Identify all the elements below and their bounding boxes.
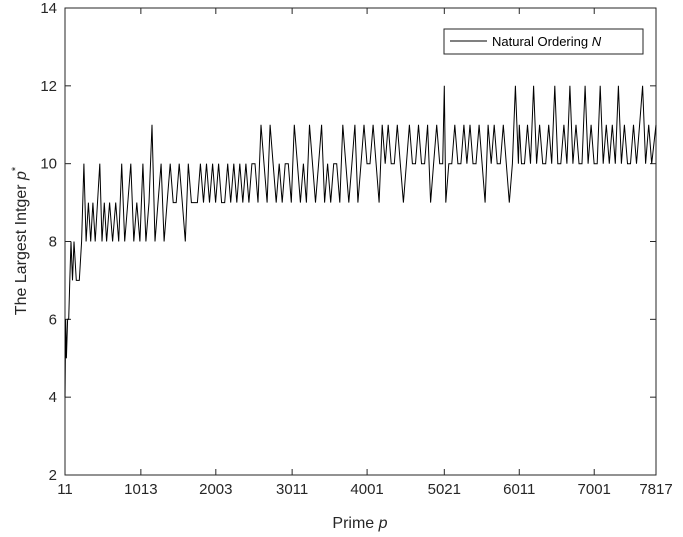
x-axis-ticks: 11 1013 2003 3011 4001 5021 6011 7001 7817 (57, 8, 673, 498)
y-axis-ticks: 2 4 6 8 10 12 14 (40, 0, 656, 484)
y-tick-label: 6 (49, 311, 57, 328)
x-tick-label: 6011 (503, 481, 535, 498)
x-tick-label: 1013 (124, 481, 157, 498)
y-axis-title-var: p (13, 171, 30, 181)
x-tick-label: 2003 (199, 481, 232, 498)
y-axis-title-text: The Largest Intger (13, 184, 30, 315)
y-tick-label: 10 (40, 156, 57, 173)
plot-area (64, 7, 657, 476)
series-layer (64, 85, 657, 398)
x-tick-label: 11 (57, 481, 73, 498)
x-axis-title-text: Prime (332, 515, 374, 532)
legend-series-var: N (592, 34, 602, 49)
x-tick-label: 7817 (639, 481, 672, 498)
x-tick-label: 3011 (276, 481, 308, 498)
x-axis-title-var: p (378, 515, 388, 532)
x-axis-title: Prime p (332, 515, 387, 532)
series-line-0 (64, 85, 657, 398)
y-tick-label: 8 (49, 234, 57, 251)
legend-series-name: Natural Ordering (492, 34, 588, 49)
y-tick-label: 2 (49, 467, 57, 484)
legend: Natural Ordering N (443, 28, 644, 55)
y-axis-title-sup: * (10, 166, 22, 171)
y-tick-label: 4 (49, 389, 57, 406)
x-tick-label: 5021 (428, 481, 461, 498)
x-tick-label: 7001 (578, 481, 611, 498)
legend-label: Natural Ordering N (492, 34, 602, 49)
y-tick-label: 14 (40, 0, 57, 17)
y-tick-label: 12 (40, 78, 57, 95)
y-axis-title: The Largest Intger p* (10, 166, 30, 315)
x-tick-label: 4001 (350, 481, 383, 498)
